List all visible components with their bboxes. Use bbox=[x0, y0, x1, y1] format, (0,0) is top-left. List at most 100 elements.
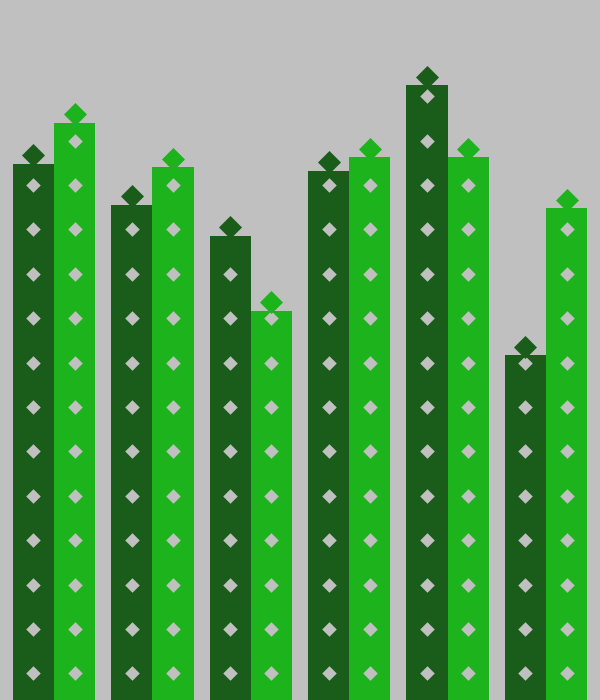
Point bbox=[127, 490, 137, 501]
Point bbox=[169, 490, 178, 501]
Bar bbox=[54, 123, 95, 700]
Bar bbox=[308, 171, 349, 700]
Point bbox=[365, 268, 374, 279]
Point bbox=[324, 401, 334, 412]
Bar bbox=[406, 85, 448, 700]
Bar bbox=[209, 236, 251, 700]
Point bbox=[29, 357, 38, 368]
Point bbox=[226, 313, 235, 324]
Point bbox=[422, 668, 431, 679]
Point bbox=[169, 401, 178, 412]
Point bbox=[127, 224, 137, 235]
Point bbox=[520, 446, 530, 457]
Point bbox=[29, 579, 38, 590]
Point bbox=[29, 313, 38, 324]
Point bbox=[365, 313, 374, 324]
Point bbox=[169, 446, 178, 457]
Point bbox=[520, 401, 530, 412]
Point bbox=[266, 535, 276, 546]
Point bbox=[169, 313, 178, 324]
Point bbox=[266, 446, 276, 457]
Point bbox=[422, 313, 431, 324]
Point bbox=[324, 313, 334, 324]
Point bbox=[422, 446, 431, 457]
Point bbox=[463, 268, 473, 279]
Point bbox=[127, 579, 137, 590]
Point bbox=[463, 490, 473, 501]
Point bbox=[169, 179, 178, 190]
Point bbox=[70, 108, 80, 120]
Point bbox=[562, 224, 571, 235]
Point bbox=[29, 490, 38, 501]
Point bbox=[562, 490, 571, 501]
Point bbox=[226, 624, 235, 635]
Point bbox=[324, 268, 334, 279]
Point bbox=[70, 357, 80, 368]
Point bbox=[169, 624, 178, 635]
Point bbox=[29, 446, 38, 457]
Point bbox=[422, 179, 431, 190]
Point bbox=[520, 357, 530, 368]
Bar bbox=[349, 157, 391, 700]
Point bbox=[70, 446, 80, 457]
Point bbox=[562, 535, 571, 546]
Point bbox=[226, 535, 235, 546]
Point bbox=[226, 668, 235, 679]
Point bbox=[365, 357, 374, 368]
Point bbox=[562, 401, 571, 412]
Point bbox=[169, 579, 178, 590]
Point bbox=[463, 668, 473, 679]
Point bbox=[324, 624, 334, 635]
Point bbox=[422, 401, 431, 412]
Point bbox=[324, 157, 334, 168]
Point bbox=[324, 535, 334, 546]
Point bbox=[463, 357, 473, 368]
Point bbox=[422, 91, 431, 102]
Point bbox=[324, 668, 334, 679]
Point bbox=[70, 313, 80, 324]
Point bbox=[29, 401, 38, 412]
Point bbox=[365, 490, 374, 501]
Point bbox=[562, 624, 571, 635]
Point bbox=[562, 268, 571, 279]
Point bbox=[127, 668, 137, 679]
Point bbox=[365, 535, 374, 546]
Point bbox=[266, 579, 276, 590]
Point bbox=[324, 224, 334, 235]
Point bbox=[70, 224, 80, 235]
Point bbox=[29, 535, 38, 546]
Bar bbox=[152, 167, 194, 700]
Point bbox=[169, 268, 178, 279]
Point bbox=[266, 313, 276, 324]
Point bbox=[127, 446, 137, 457]
Point bbox=[365, 446, 374, 457]
Point bbox=[266, 401, 276, 412]
Point bbox=[365, 579, 374, 590]
Bar bbox=[13, 164, 54, 700]
Point bbox=[70, 490, 80, 501]
Point bbox=[70, 268, 80, 279]
Point bbox=[365, 143, 374, 154]
Point bbox=[520, 579, 530, 590]
Point bbox=[463, 624, 473, 635]
Point bbox=[463, 579, 473, 590]
Point bbox=[127, 535, 137, 546]
Point bbox=[169, 535, 178, 546]
Point bbox=[463, 535, 473, 546]
Point bbox=[169, 153, 178, 164]
Point bbox=[562, 446, 571, 457]
Point bbox=[562, 313, 571, 324]
Point bbox=[463, 313, 473, 324]
Point bbox=[29, 268, 38, 279]
Point bbox=[70, 179, 80, 190]
Point bbox=[365, 224, 374, 235]
Point bbox=[70, 579, 80, 590]
Point bbox=[226, 490, 235, 501]
Bar bbox=[111, 205, 152, 700]
Point bbox=[520, 490, 530, 501]
Point bbox=[266, 297, 276, 308]
Point bbox=[127, 268, 137, 279]
Point bbox=[422, 268, 431, 279]
Point bbox=[127, 624, 137, 635]
Point bbox=[266, 624, 276, 635]
